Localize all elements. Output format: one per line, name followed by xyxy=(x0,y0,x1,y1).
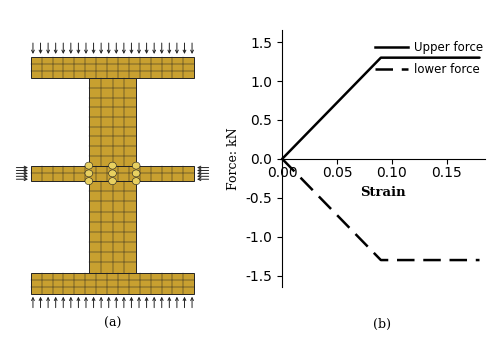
Bar xyxy=(89,181,136,272)
Circle shape xyxy=(132,170,140,177)
Y-axis label: Force: kN: Force: kN xyxy=(227,127,240,190)
Circle shape xyxy=(85,170,92,177)
Text: (a): (a) xyxy=(104,317,121,330)
Text: (b): (b) xyxy=(374,318,392,331)
Legend: Upper force, lower force: Upper force, lower force xyxy=(375,42,483,76)
Bar xyxy=(31,166,194,181)
Circle shape xyxy=(132,162,140,169)
Bar xyxy=(89,78,136,166)
Circle shape xyxy=(108,178,116,185)
Circle shape xyxy=(85,178,92,185)
Bar xyxy=(31,272,194,294)
Circle shape xyxy=(108,170,116,177)
Circle shape xyxy=(108,162,116,169)
X-axis label: Strain: Strain xyxy=(360,186,406,199)
Circle shape xyxy=(132,178,140,185)
Circle shape xyxy=(85,162,92,169)
Bar xyxy=(31,57,194,78)
